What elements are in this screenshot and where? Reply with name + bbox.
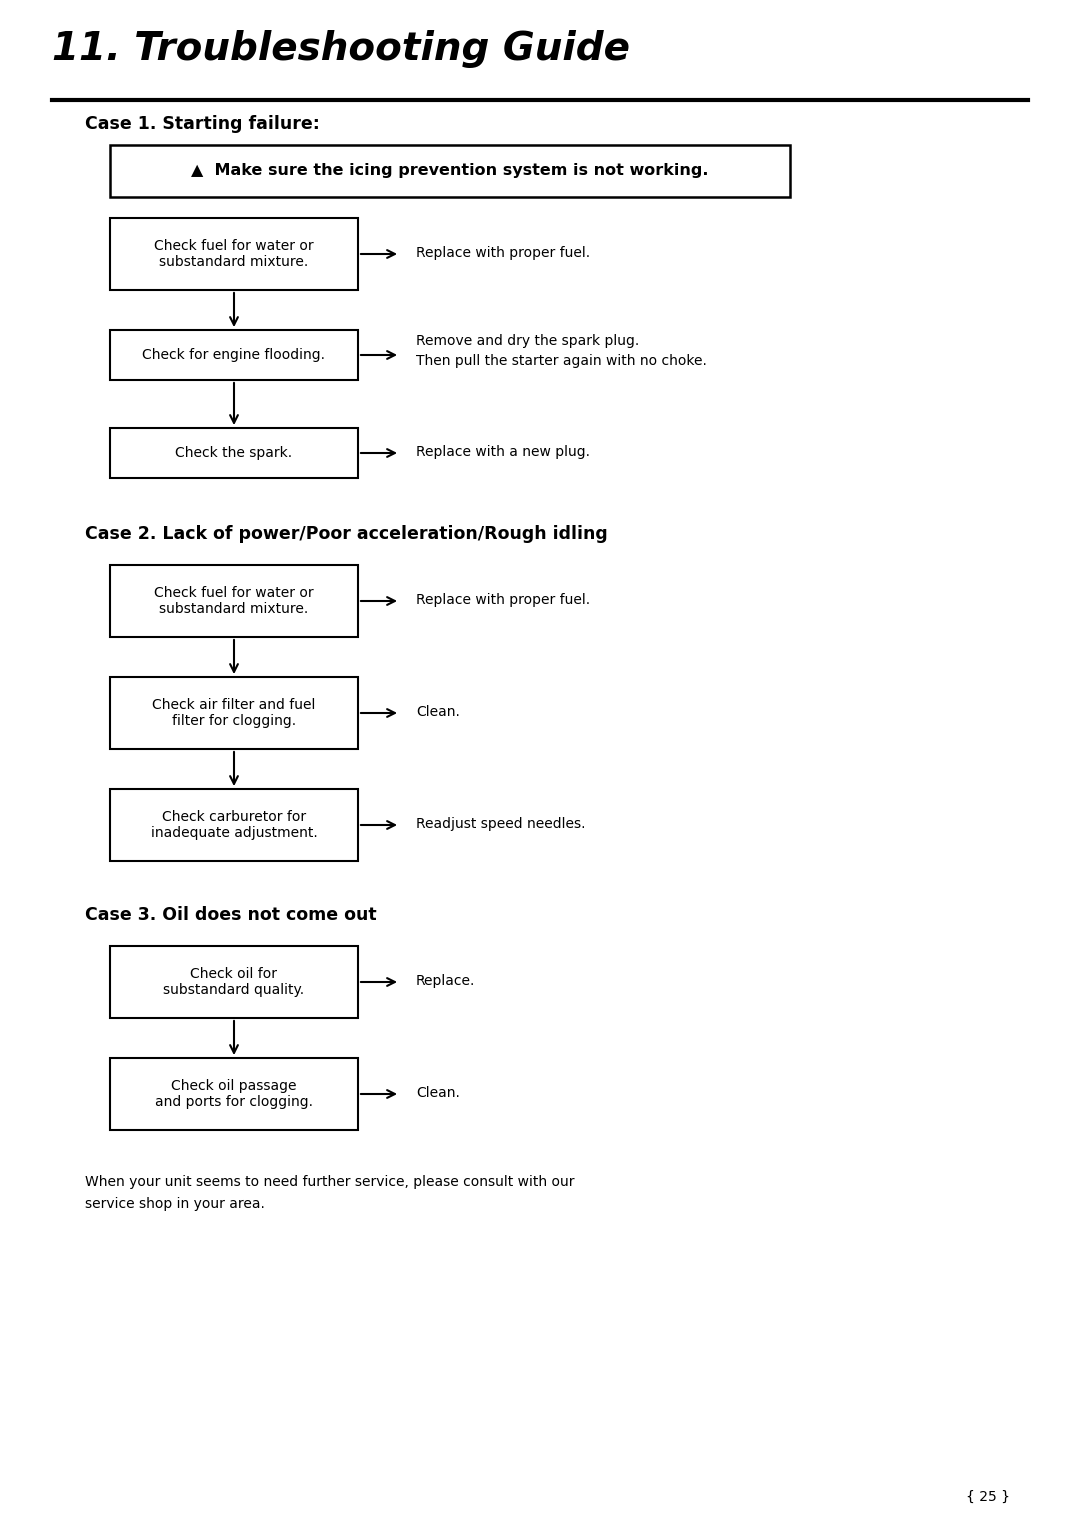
Text: Check carburetor for
inadequate adjustment.: Check carburetor for inadequate adjustme… xyxy=(150,810,318,841)
Text: Replace with proper fuel.: Replace with proper fuel. xyxy=(416,594,590,607)
Bar xyxy=(110,427,357,478)
Bar xyxy=(110,678,357,749)
Bar xyxy=(110,330,357,380)
Text: 11. Troubleshooting Guide: 11. Troubleshooting Guide xyxy=(52,31,630,69)
Text: { 25 }: { 25 } xyxy=(966,1489,1010,1505)
Text: Clean.: Clean. xyxy=(416,1087,460,1100)
Text: Replace.: Replace. xyxy=(416,974,475,987)
Text: Check oil for
substandard quality.: Check oil for substandard quality. xyxy=(163,967,305,996)
Bar xyxy=(110,1058,357,1129)
Bar xyxy=(110,565,357,636)
Text: Readjust speed needles.: Readjust speed needles. xyxy=(416,816,585,832)
Text: Check air filter and fuel
filter for clogging.: Check air filter and fuel filter for clo… xyxy=(152,697,315,728)
Text: Replace with proper fuel.: Replace with proper fuel. xyxy=(416,246,590,259)
Text: When your unit seems to need further service, please consult with our
service sh: When your unit seems to need further ser… xyxy=(85,1175,575,1210)
Bar xyxy=(110,789,357,861)
Text: Replace with a new plug.: Replace with a new plug. xyxy=(416,446,590,459)
Text: Check the spark.: Check the spark. xyxy=(175,446,293,459)
Bar xyxy=(110,218,357,290)
Text: Case 3. Oil does not come out: Case 3. Oil does not come out xyxy=(85,906,377,925)
Text: ▲  Make sure the icing prevention system is not working.: ▲ Make sure the icing prevention system … xyxy=(191,163,708,179)
Text: Case 2. Lack of power/Poor acceleration/Rough idling: Case 2. Lack of power/Poor acceleration/… xyxy=(85,525,608,543)
Text: Check for engine flooding.: Check for engine flooding. xyxy=(143,348,325,362)
Text: Check fuel for water or
substandard mixture.: Check fuel for water or substandard mixt… xyxy=(154,586,314,617)
Text: Clean.: Clean. xyxy=(416,705,460,719)
Text: Case 1. Starting failure:: Case 1. Starting failure: xyxy=(85,114,320,133)
Bar xyxy=(110,946,357,1018)
Bar xyxy=(110,145,789,197)
Text: Check fuel for water or
substandard mixture.: Check fuel for water or substandard mixt… xyxy=(154,240,314,269)
Text: Remove and dry the spark plug.
Then pull the starter again with no choke.: Remove and dry the spark plug. Then pull… xyxy=(416,334,707,368)
Text: Check oil passage
and ports for clogging.: Check oil passage and ports for clogging… xyxy=(156,1079,313,1109)
